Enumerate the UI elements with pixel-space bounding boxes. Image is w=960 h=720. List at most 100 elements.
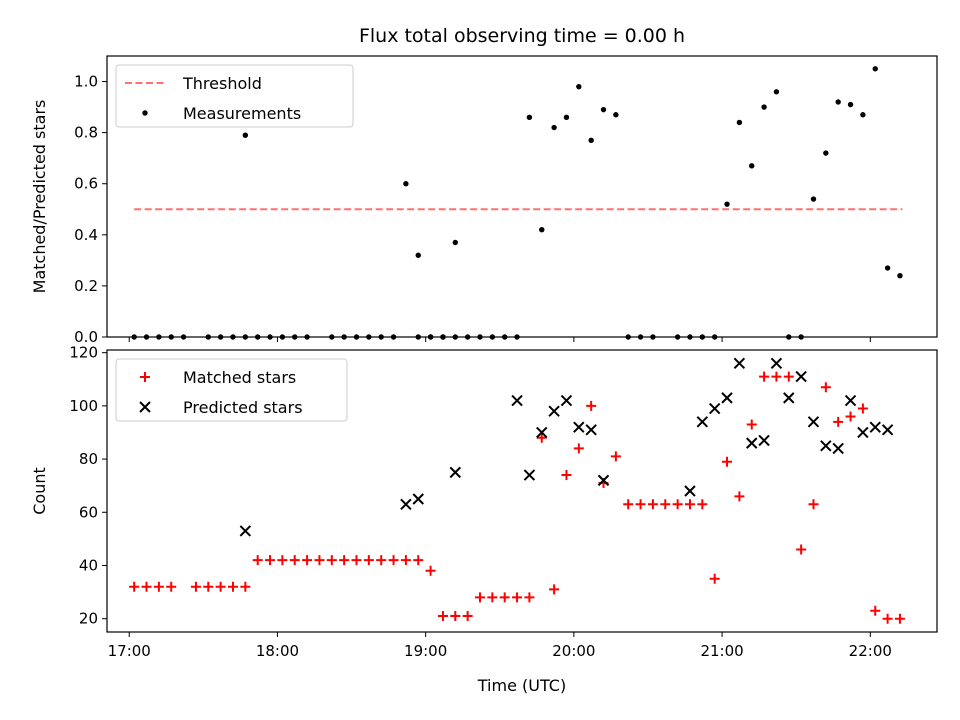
matched-star-point [141,581,152,592]
matched-star-point [339,555,350,566]
matched-star-point [129,581,140,592]
predicted-star-point [696,416,709,428]
matched-star-point [870,605,881,616]
matched-star-point [265,555,276,566]
predicted-star-point [857,426,869,439]
bottom-panel: 20 40 60 80 100 120 17:00 18:00 19:00 20:00 21:00 2… [30,344,938,695]
matched-star-point [227,581,238,592]
matched-star-point [660,499,671,510]
matched-star-point [437,611,448,622]
predicted-star-point [881,424,894,436]
matched-star-point [487,592,498,603]
matched-star-point [376,555,387,566]
matched-star-point [610,451,621,462]
measurement-point [711,334,718,340]
measurement-point [810,196,817,202]
predicted-star-point [412,493,424,505]
predicted-star-point [820,440,832,452]
matched-star-point [573,443,584,454]
chart-title: Flux total observing time = 0.00 h [359,25,685,47]
predicted-star-point [733,357,746,370]
predicted-star-point [684,485,696,497]
top-ytick-label: 0.0 [74,328,98,346]
measurement-point [576,83,582,90]
measurement-point [502,334,508,340]
top-ytick-label: 0.6 [74,175,98,193]
measurement-point [304,334,310,340]
matched-star-point [166,581,177,592]
predicted-star-point [770,357,783,370]
measurement-point [823,150,829,156]
predicted-star-point [746,437,758,449]
measurement-point [415,334,421,340]
matched-star-point [845,411,856,422]
bottom-ytick-label: 120 [69,344,98,362]
measurement-point [786,334,792,340]
matched-star-point [363,555,374,566]
bottom-xtick-label: 21:00 [700,642,743,660]
predicted-star-point [400,498,412,511]
measurement-point [242,334,249,340]
measurement-point [329,334,335,340]
predicted-star-point [585,424,597,436]
measurement-point [168,334,174,340]
measurement-point [452,239,459,246]
matched-star-point [647,499,658,510]
matched-star-point [462,611,473,622]
top-ytick-label: 0.2 [74,277,98,295]
measurement-point [415,252,421,258]
matched-star-point [672,499,683,510]
measurement-point [440,334,446,340]
measurement-point [279,334,286,340]
top-legend-label: Measurements [183,104,301,123]
matched-star-point [820,382,831,393]
bottom-ylabel: Count [30,467,49,515]
matched-star-point [400,555,411,566]
measurement-point [156,334,162,340]
measurement-point [563,114,570,121]
predicted-star-point [832,442,844,455]
measurement-point [366,334,372,340]
top-legend-label: Threshold [182,74,262,93]
bottom-ytick-label: 20 [79,610,98,628]
bottom-ytick-label: 80 [79,450,98,468]
measurement-point [353,334,360,340]
matched-star-point [549,584,560,595]
measurement-point [625,334,631,340]
matched-star-point [808,499,819,510]
matched-star-point [561,470,572,481]
measurement-point [230,334,236,340]
predicted-star-point [560,394,573,407]
predicted-star-point [795,370,807,383]
matched-star-point [240,581,251,592]
matched-star-point [252,555,263,566]
predicted-star-point [758,434,770,447]
measurement-point [588,137,594,143]
matched-star-point [475,592,486,603]
measurement-point [341,334,347,340]
matched-star-point [277,555,288,566]
matched-star-point [709,573,720,584]
measurement-point [674,334,681,340]
predicted-star-point [708,402,721,415]
predicted-star-point [239,525,252,537]
measurement-point [798,334,804,340]
measurement-point [390,334,397,340]
matched-star-point [314,555,325,566]
measurement-point [180,334,187,340]
measurement-point [143,334,150,340]
bottom-axes-frame [106,349,938,633]
measurement-point [773,89,780,95]
matched-star-point [450,611,461,622]
matched-star-point [697,499,708,510]
matched-star-point [289,555,300,566]
measurement-point [205,334,211,340]
predicted-star-point [548,405,560,417]
measurement-point [526,114,533,121]
measurement-point [551,124,557,131]
measurement-point [835,99,841,105]
top-ytick-label: 1.0 [74,73,98,91]
measurement-point [131,334,137,340]
bottom-ytick-label: 60 [79,503,98,521]
